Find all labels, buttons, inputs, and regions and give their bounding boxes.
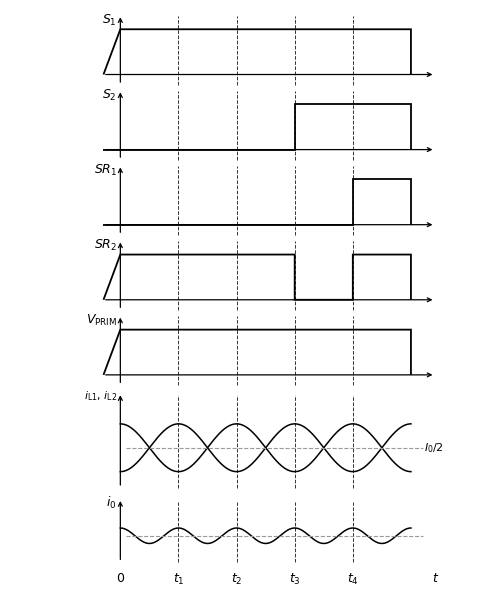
Text: $t_1$: $t_1$ xyxy=(172,572,184,587)
Text: $V_{\mathrm{PRIM}}$: $V_{\mathrm{PRIM}}$ xyxy=(86,313,117,329)
Text: $t$: $t$ xyxy=(432,572,439,585)
Text: $S_2$: $S_2$ xyxy=(102,88,117,103)
Text: $I_0/2$: $I_0/2$ xyxy=(424,441,444,455)
Text: $t_4$: $t_4$ xyxy=(347,572,359,587)
Text: $SR_1$: $SR_1$ xyxy=(94,163,117,178)
Text: $t_3$: $t_3$ xyxy=(289,572,300,587)
Text: $S_1$: $S_1$ xyxy=(102,13,117,28)
Text: $t_2$: $t_2$ xyxy=(231,572,242,587)
Text: $0$: $0$ xyxy=(116,572,125,585)
Text: $SR_2$: $SR_2$ xyxy=(94,238,117,253)
Text: $i_0$: $i_0$ xyxy=(106,495,117,511)
Text: $i_{\mathrm{L1}}$, $i_{\mathrm{L2}}$: $i_{\mathrm{L1}}$, $i_{\mathrm{L2}}$ xyxy=(84,390,117,403)
